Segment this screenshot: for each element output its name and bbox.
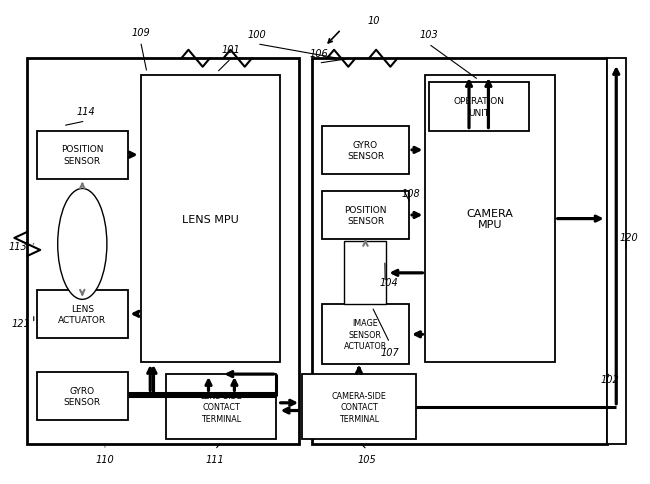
Text: 104: 104 [379, 278, 398, 288]
Text: POSITION
SENSOR: POSITION SENSOR [344, 205, 387, 226]
Text: 105: 105 [358, 454, 376, 465]
Text: 10: 10 [367, 15, 380, 26]
Text: 109: 109 [131, 28, 150, 38]
Text: LENS MPU: LENS MPU [182, 214, 239, 224]
Bar [37, 290, 127, 338]
Bar [27, 59, 299, 444]
Text: IMAGE
SENSOR
ACTUATOR: IMAGE SENSOR ACTUATOR [344, 319, 387, 350]
Bar [37, 131, 127, 180]
Bar [425, 76, 554, 363]
Bar [302, 374, 415, 439]
Bar [140, 76, 280, 363]
Bar [606, 59, 626, 444]
Bar [312, 59, 606, 444]
Bar [322, 126, 409, 175]
Text: 102: 102 [601, 374, 619, 384]
Bar [166, 374, 276, 439]
Bar [428, 83, 529, 131]
Text: CAMERA
MPU: CAMERA MPU [467, 209, 514, 230]
Text: 106: 106 [309, 49, 328, 60]
Text: 114: 114 [76, 107, 95, 117]
Text: LENS
ACTUATOR: LENS ACTUATOR [58, 304, 107, 324]
Bar [322, 192, 409, 240]
Text: CAMERA-SIDE
CONTACT
TERMINAL: CAMERA-SIDE CONTACT TERMINAL [332, 391, 386, 423]
Text: 103: 103 [419, 30, 438, 40]
Ellipse shape [58, 189, 107, 300]
Text: 107: 107 [380, 348, 399, 358]
Text: GYRO
SENSOR: GYRO SENSOR [347, 140, 384, 161]
Text: OPERATION
UNIT: OPERATION UNIT [453, 97, 504, 118]
Text: GYRO
SENSOR: GYRO SENSOR [64, 386, 101, 406]
Text: 100: 100 [248, 30, 266, 40]
Text: 111: 111 [205, 454, 224, 465]
Text: POSITION
SENSOR: POSITION SENSOR [61, 145, 103, 166]
Text: 121: 121 [12, 319, 30, 329]
Text: 108: 108 [401, 189, 420, 199]
Text: 113: 113 [8, 242, 27, 252]
Text: 110: 110 [96, 454, 114, 465]
Text: 120: 120 [620, 232, 638, 242]
Text: LENS-SIDE
CONTACT
TERMINAL: LENS-SIDE CONTACT TERMINAL [201, 391, 242, 423]
Bar [322, 304, 409, 365]
Text: 101: 101 [222, 45, 240, 55]
Bar [37, 372, 127, 420]
Bar [344, 242, 387, 304]
